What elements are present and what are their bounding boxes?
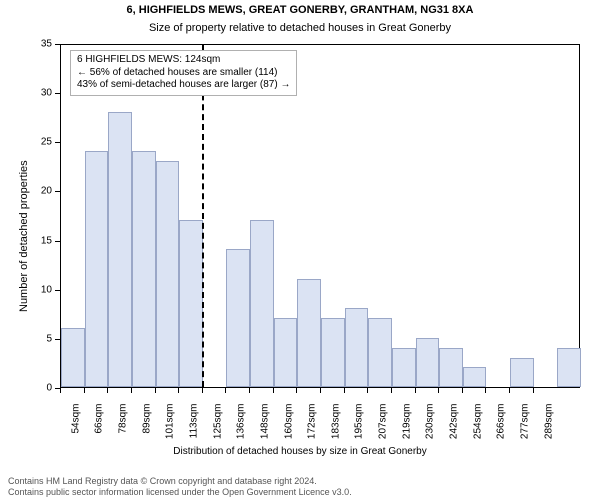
x-tick-mark: [202, 388, 203, 393]
x-tick-mark: [367, 388, 368, 393]
footer-attribution: Contains HM Land Registry data © Crown c…: [8, 476, 352, 499]
chart-container: 6, HIGHFIELDS MEWS, GREAT GONERBY, GRANT…: [0, 0, 600, 500]
annotation-line: 6 HIGHFIELDS MEWS: 124sqm: [77, 54, 290, 67]
histogram-bar: [85, 151, 109, 387]
x-tick-mark: [155, 388, 156, 393]
x-tick-mark: [438, 388, 439, 393]
x-tick-label: 136sqm: [236, 404, 247, 454]
histogram-bar: [179, 220, 203, 387]
chart-title-main: 6, HIGHFIELDS MEWS, GREAT GONERBY, GRANT…: [0, 4, 600, 16]
footer-line: Contains HM Land Registry data © Crown c…: [8, 476, 352, 487]
x-tick-label: 66sqm: [94, 404, 105, 454]
y-tick-label: 20: [30, 186, 52, 197]
x-tick-label: 254sqm: [472, 404, 483, 454]
x-tick-mark: [296, 388, 297, 393]
subject-property-marker: [202, 45, 204, 387]
histogram-bar: [297, 279, 321, 387]
x-tick-mark: [249, 388, 250, 393]
x-tick-mark: [533, 388, 534, 393]
histogram-bar: [416, 338, 440, 387]
x-tick-mark: [84, 388, 85, 393]
x-tick-label: 125sqm: [212, 404, 223, 454]
x-tick-label: 230sqm: [425, 404, 436, 454]
histogram-bar: [61, 328, 85, 387]
annotation-box: 6 HIGHFIELDS MEWS: 124sqm ← 56% of detac…: [70, 50, 297, 96]
x-tick-label: 78sqm: [118, 404, 129, 454]
histogram-bar: [368, 318, 392, 387]
x-tick-mark: [391, 388, 392, 393]
y-tick-label: 15: [30, 235, 52, 246]
histogram-bar: [250, 220, 274, 387]
plot-area: [60, 44, 580, 388]
y-tick-label: 30: [30, 88, 52, 99]
histogram-bar: [392, 348, 416, 387]
histogram-bar: [156, 161, 180, 387]
x-tick-label: 219sqm: [401, 404, 412, 454]
y-tick-mark: [55, 93, 60, 94]
x-tick-label: 195sqm: [354, 404, 365, 454]
y-tick-mark: [55, 339, 60, 340]
x-tick-mark: [485, 388, 486, 393]
x-tick-label: 101sqm: [165, 404, 176, 454]
x-tick-label: 172sqm: [307, 404, 318, 454]
x-tick-label: 148sqm: [259, 404, 270, 454]
histogram-bar: [345, 308, 369, 387]
x-tick-label: 54sqm: [70, 404, 81, 454]
y-axis-label: Number of detached properties: [18, 161, 30, 313]
y-tick-label: 25: [30, 137, 52, 148]
x-tick-label: 113sqm: [189, 404, 200, 454]
y-tick-mark: [55, 191, 60, 192]
annotation-line: ← 56% of detached houses are smaller (11…: [77, 67, 290, 80]
x-tick-label: 242sqm: [449, 404, 460, 454]
histogram-bar: [132, 151, 156, 387]
histogram-bar: [439, 348, 463, 387]
annotation-line: 43% of semi-detached houses are larger (…: [77, 79, 290, 92]
x-tick-mark: [509, 388, 510, 393]
histogram-bar: [274, 318, 298, 387]
y-tick-mark: [55, 44, 60, 45]
x-tick-mark: [131, 388, 132, 393]
x-tick-label: 207sqm: [378, 404, 389, 454]
x-tick-mark: [320, 388, 321, 393]
x-tick-label: 183sqm: [330, 404, 341, 454]
histogram-bar: [321, 318, 345, 387]
x-tick-mark: [60, 388, 61, 393]
y-tick-label: 0: [30, 383, 52, 394]
x-tick-mark: [344, 388, 345, 393]
x-tick-label: 89sqm: [141, 404, 152, 454]
y-tick-label: 10: [30, 284, 52, 295]
y-tick-mark: [55, 290, 60, 291]
x-tick-mark: [415, 388, 416, 393]
x-tick-mark: [225, 388, 226, 393]
chart-title-sub: Size of property relative to detached ho…: [0, 22, 600, 34]
plot-inner: [61, 45, 579, 387]
y-tick-mark: [55, 142, 60, 143]
histogram-bar: [463, 367, 487, 387]
x-tick-mark: [178, 388, 179, 393]
x-tick-mark: [273, 388, 274, 393]
x-tick-label: 266sqm: [496, 404, 507, 454]
y-tick-label: 35: [30, 39, 52, 50]
y-tick-label: 5: [30, 333, 52, 344]
y-tick-mark: [55, 241, 60, 242]
histogram-bar: [510, 358, 534, 387]
histogram-bar: [557, 348, 581, 387]
footer-line: Contains public sector information licen…: [8, 487, 352, 498]
x-tick-label: 160sqm: [283, 404, 294, 454]
x-tick-label: 277sqm: [519, 404, 530, 454]
x-tick-label: 289sqm: [543, 404, 554, 454]
x-tick-mark: [462, 388, 463, 393]
x-tick-mark: [107, 388, 108, 393]
x-axis-label: Distribution of detached houses by size …: [0, 446, 600, 457]
histogram-bar: [108, 112, 132, 387]
histogram-bar: [226, 249, 250, 387]
